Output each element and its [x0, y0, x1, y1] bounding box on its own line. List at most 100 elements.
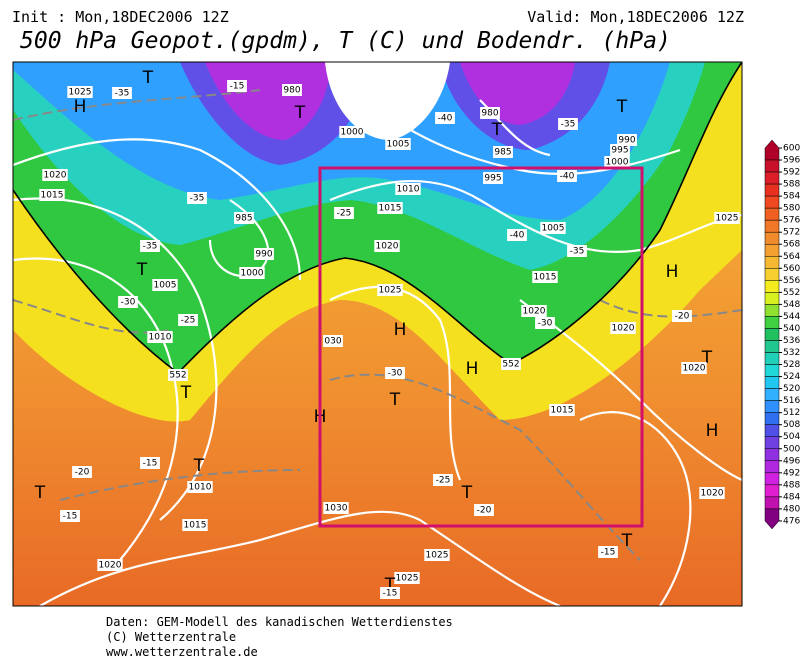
colorbar-label: 508 — [783, 420, 800, 430]
label-box — [532, 271, 558, 283]
contour-label: 1020 — [612, 324, 635, 334]
label-box — [493, 146, 513, 158]
contour-label: -25 — [337, 209, 352, 219]
colorbar-band — [764, 448, 780, 462]
colorbar-label: 484 — [783, 492, 800, 502]
pressure-center: T — [616, 97, 628, 117]
label-box — [433, 474, 453, 486]
contour-label: 1020 — [683, 364, 706, 374]
label-box — [168, 369, 188, 381]
contour-label: -35 — [143, 242, 158, 252]
contour-label: 1025 — [379, 286, 402, 296]
colorbar-band — [764, 460, 780, 474]
contour-label: 1020 — [523, 307, 546, 317]
contour-label: 1020 — [376, 242, 399, 252]
label-box — [377, 202, 403, 214]
contour-label: -25 — [181, 316, 196, 326]
label-box — [558, 118, 578, 130]
contour-label: 1015 — [551, 406, 574, 416]
colorbar-label: 520 — [783, 384, 800, 394]
contour-label: 995 — [611, 146, 628, 156]
contour-label: 1030 — [325, 504, 348, 514]
contour-label: 1015 — [41, 191, 64, 201]
label-box — [507, 229, 527, 241]
label-box — [380, 587, 400, 599]
label-box — [617, 134, 637, 146]
colorbar-band — [764, 436, 780, 450]
contour-label: 1010 — [189, 483, 212, 493]
colorbar-label: 500 — [783, 444, 800, 454]
colorbar-band — [764, 508, 780, 530]
contour-label: -20 — [75, 468, 90, 478]
label-box — [323, 335, 343, 347]
label-box — [182, 519, 208, 531]
contour-label: 1025 — [69, 88, 92, 98]
colorbar-band — [764, 231, 780, 245]
colorbar-band — [764, 159, 780, 173]
label-box — [610, 322, 636, 334]
contour-label: 1015 — [184, 521, 207, 531]
colorbar-band — [764, 364, 780, 377]
contour-label: -15 — [143, 459, 158, 469]
contour-label: 1000 — [341, 128, 364, 138]
label-box — [147, 331, 173, 343]
colorbar-band — [764, 292, 780, 305]
map-title: 500 hPa Geopot.(gpdm), T (C) und Bodendr… — [20, 28, 671, 54]
colorbar-label: 556 — [783, 276, 800, 286]
pressure-center: T — [389, 390, 401, 410]
contour-label: 985 — [235, 214, 252, 224]
contour-label: -40 — [510, 231, 525, 241]
colorbar-label: 492 — [783, 468, 800, 478]
pressure-center: T — [180, 383, 192, 403]
colorbar-label: 536 — [783, 336, 800, 346]
contour-label: 552 — [169, 371, 186, 381]
colorbar-band — [764, 388, 780, 401]
colorbar-band — [764, 256, 780, 269]
contour-label: 1015 — [379, 204, 402, 214]
label-box — [239, 267, 265, 279]
label-box — [118, 296, 138, 308]
init-time: Init : Mon,18DEC2006 12Z — [12, 8, 229, 26]
contour-label: 030 — [324, 337, 341, 347]
contour-label: 1020 — [44, 171, 67, 181]
contour-label: -30 — [388, 369, 403, 379]
colorbar-label: 560 — [783, 264, 800, 274]
contour-label: 1025 — [716, 214, 739, 224]
label-box — [672, 310, 692, 322]
label-box — [501, 358, 521, 370]
contour-label: 1005 — [154, 281, 177, 291]
contour-label: 1015 — [534, 273, 557, 283]
label-box — [610, 144, 630, 156]
colorbar-label: 548 — [783, 300, 800, 310]
contour-label: 990 — [618, 136, 635, 146]
contour-label: 1010 — [149, 333, 172, 343]
contour-label: -35 — [570, 247, 585, 257]
label-box — [374, 240, 400, 252]
colorbar-label: 524 — [783, 372, 800, 382]
label-box — [72, 466, 92, 478]
colorbar-label: 544 — [783, 312, 800, 322]
contour-label: -20 — [675, 312, 690, 322]
label-box — [714, 212, 740, 224]
label-box — [424, 549, 450, 561]
label-box — [483, 172, 503, 184]
colorbar-band — [764, 207, 780, 221]
isobars — [13, 99, 742, 606]
colorbar-label: 576 — [783, 216, 800, 226]
label-box — [187, 192, 207, 204]
colorbar-band — [764, 400, 780, 413]
colorbar-label: 528 — [783, 360, 800, 370]
colorbar-label: 488 — [783, 480, 800, 490]
label-box — [557, 170, 577, 182]
label-box — [97, 559, 123, 571]
footer-line: (C) Wetterzentrale — [106, 630, 236, 644]
contour-label: -20 — [477, 506, 492, 516]
colorbar-band — [764, 139, 780, 161]
label-box — [152, 279, 178, 291]
label-box — [535, 317, 555, 329]
label-box — [385, 138, 411, 150]
colorbar-label: 512 — [783, 408, 800, 418]
colorbar-label: 572 — [783, 228, 800, 238]
